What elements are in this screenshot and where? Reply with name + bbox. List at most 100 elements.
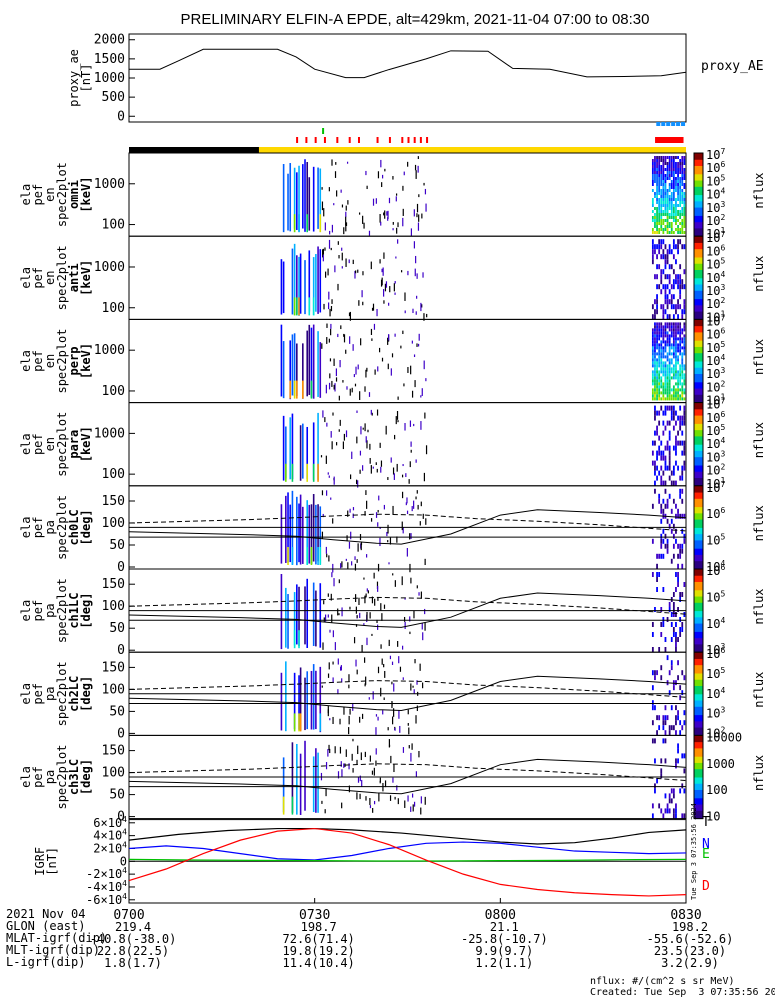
spectrogram-pixel <box>298 630 300 649</box>
spectrogram-pixel <box>683 159 686 162</box>
spectrogram-pixel <box>666 274 669 280</box>
spectrogram-pixel <box>679 382 682 386</box>
colorbar-swatch <box>694 356 703 360</box>
spectrogram-pixel <box>282 796 285 815</box>
spectrogram-pixel <box>662 367 665 371</box>
spectrogram-pixel <box>651 813 654 819</box>
spectrogram-pixel <box>310 547 313 565</box>
spectrogram-pixel <box>681 168 684 171</box>
spectrogram-pixel <box>658 382 661 386</box>
spectrogram-pixel <box>660 808 663 814</box>
spectrogram-pixel <box>654 156 656 159</box>
spectrogram-pixel <box>670 322 673 326</box>
spectrogram-pixel <box>289 380 292 399</box>
colorbar-label: nflux <box>752 422 766 458</box>
spectrogram-pixel <box>375 512 378 518</box>
spectrogram-pixel <box>660 165 663 168</box>
spectrogram-pixel <box>658 700 661 706</box>
time-tick-label: 0800 <box>485 908 516 923</box>
spectrogram-pixel <box>662 239 665 245</box>
spectrogram-pixel <box>654 415 656 421</box>
spectrogram-pixel <box>662 488 665 494</box>
spectrogram-pixel <box>679 394 682 398</box>
colorbar-swatch <box>694 587 703 591</box>
colorbar-swatch <box>694 298 703 302</box>
spectrogram-pixel <box>287 547 289 565</box>
colorbar-swatch <box>694 689 703 693</box>
spectrogram-pixel <box>654 337 656 341</box>
spectrogram-pixel <box>359 612 361 619</box>
spectrogram-pixel <box>666 364 669 368</box>
spectrogram-pixel <box>681 440 684 446</box>
spectrogram-pixel <box>677 563 679 569</box>
spectrogram-pixel <box>672 543 675 549</box>
spectrogram-pixel <box>668 488 671 494</box>
colorbar-swatch <box>694 375 703 379</box>
colorbar-swatch <box>694 552 703 555</box>
colorbar-swatch <box>694 660 703 664</box>
colorbar-swatch <box>694 498 703 501</box>
spectrogram-pixel <box>681 159 684 162</box>
colorbar-swatch <box>694 787 703 790</box>
spectrogram-pixel <box>679 264 682 270</box>
spectrogram-pixel <box>662 778 665 784</box>
spectrogram-pixel <box>660 239 663 245</box>
spectrogram-pixel <box>345 211 347 218</box>
spectrogram-pixel <box>672 808 675 814</box>
spectrogram-pixel <box>672 219 675 222</box>
spectrogram-pixel <box>654 488 656 494</box>
spectrogram-pixel <box>332 412 334 416</box>
spectrogram-pixel <box>329 373 331 379</box>
spectrogram-pixel <box>329 358 332 362</box>
spectrogram-pixel <box>395 256 397 259</box>
spectrogram-pixel <box>656 655 658 661</box>
spectrogram-pixel <box>675 219 677 222</box>
spectrogram-pixel <box>662 213 665 216</box>
losscone-dashed <box>128 680 687 698</box>
spectrogram-pixel <box>681 364 684 368</box>
spectrogram-pixel <box>371 307 374 311</box>
spectrogram-pixel <box>664 793 667 799</box>
spectrogram-pixel <box>660 793 663 799</box>
spectrogram-pixel <box>664 284 667 290</box>
spectrogram-pixel <box>675 343 677 347</box>
spectrogram-pixel <box>656 720 658 726</box>
spectrogram-pixel <box>668 183 671 186</box>
spectrogram-pixel <box>672 352 675 356</box>
spectrogram-pixel <box>681 162 684 165</box>
spectrogram-pixel <box>681 622 684 627</box>
spectrogram-pixel <box>298 256 300 316</box>
spectrogram-pixel <box>681 647 684 652</box>
spectrogram-pixel <box>332 563 334 573</box>
spectrogram-pixel <box>390 457 392 463</box>
spectrogram-pixel <box>658 331 661 335</box>
colorbar-swatch <box>694 612 703 616</box>
spectrogram-pixel <box>345 349 347 354</box>
colorbar-swatch <box>694 465 703 468</box>
spectrogram-pixel <box>410 752 412 762</box>
spectrogram-pixel <box>668 358 671 362</box>
spectrogram-pixel <box>668 364 671 368</box>
spectrogram-pixel <box>656 337 658 341</box>
spectrogram-pixel <box>334 746 336 754</box>
spectrogram-pixel <box>363 623 365 626</box>
spectrogram-pixel <box>407 723 409 726</box>
spectrogram-pixel <box>387 210 389 220</box>
spectrogram-pixel <box>681 337 684 341</box>
spectrogram-pixel <box>668 156 671 159</box>
spectrogram-pixel <box>664 189 667 192</box>
spectrogram-pixel <box>681 244 684 250</box>
spectrogram-pixel <box>672 195 675 198</box>
spectrogram-pixel <box>683 627 686 632</box>
spectrogram-pixel <box>675 352 677 356</box>
spectrogram-pixel <box>662 331 665 335</box>
spectrogram-pixel <box>310 327 313 398</box>
spectrogram-pixel <box>361 713 364 719</box>
spectrogram-pixel <box>675 460 677 466</box>
colorbar-swatch <box>694 367 703 370</box>
spectrogram-pixel <box>677 768 679 774</box>
spectrogram-pixel <box>677 385 679 389</box>
spectrogram-pixel <box>317 752 319 813</box>
spectrogram-pixel <box>660 328 663 332</box>
spectrogram-pixel <box>422 513 424 519</box>
